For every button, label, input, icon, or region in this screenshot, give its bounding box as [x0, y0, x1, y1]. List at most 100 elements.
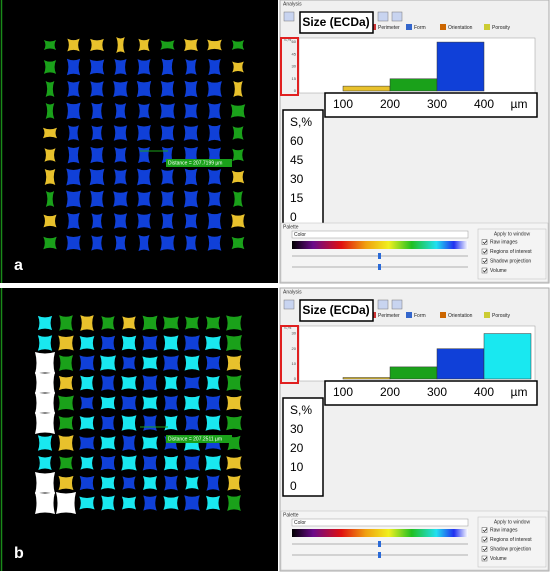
- check-mark: [482, 556, 488, 561]
- particle: [231, 214, 245, 228]
- particle: [163, 316, 179, 330]
- particle: [163, 335, 179, 351]
- checkbox[interactable]: [481, 239, 488, 245]
- particle: [160, 80, 175, 98]
- mode-dropdown: [291, 230, 469, 239]
- y-tick-label: 0: [290, 479, 297, 493]
- particle: [79, 436, 95, 450]
- mode-dropdown: [291, 518, 469, 527]
- particle: [80, 456, 94, 470]
- checkbox[interactable]: [481, 536, 488, 543]
- particle: [205, 455, 221, 471]
- checkbox[interactable]: [481, 258, 488, 264]
- histogram-bar: [389, 366, 438, 380]
- x-tick-label: 100: [333, 385, 353, 399]
- slider-thumb[interactable]: [378, 253, 381, 259]
- particle: [160, 235, 175, 251]
- y-callout-box: [282, 397, 324, 497]
- particle: [205, 395, 221, 411]
- particle: [100, 335, 116, 351]
- particle: [183, 190, 199, 208]
- slider-thumb[interactable]: [378, 541, 381, 547]
- analysis-window: Analysis Perimeter Form Orientation Porosity…: [279, 287, 550, 572]
- check-mark: [482, 259, 488, 264]
- particle: [90, 190, 104, 208]
- particle: [122, 356, 136, 370]
- check-mark: [482, 528, 488, 533]
- check-mark: [482, 240, 488, 245]
- particle: [56, 492, 76, 514]
- particle: [208, 102, 221, 120]
- checkbox-label: Raw images: [490, 239, 518, 245]
- particle: [185, 316, 199, 330]
- particle: [91, 235, 103, 251]
- particle: [37, 335, 53, 351]
- histogram-bar: [436, 348, 485, 380]
- particle: [100, 355, 116, 371]
- particle: [161, 169, 174, 185]
- checkbox[interactable]: [481, 267, 488, 274]
- panel: Distance = 207.7199 µm a Analysis Perimeter…: [0, 0, 550, 284]
- slider-thumb[interactable]: [378, 552, 381, 558]
- particle: [184, 455, 200, 471]
- distance-label: Distance = 207.7199 µm: [168, 160, 222, 166]
- particle: [116, 37, 125, 53]
- particle: [142, 356, 158, 370]
- particle: [137, 168, 151, 186]
- tab-icon: [440, 24, 446, 30]
- particle: [79, 355, 95, 371]
- y-tick-label: 60: [290, 134, 304, 148]
- y-unit: S,%: [290, 403, 312, 417]
- checkbox-label: Shadow projection: [490, 258, 531, 264]
- size-callout: Size (ECDa): [302, 15, 369, 29]
- tab-icon: [406, 24, 412, 30]
- particle: [58, 416, 74, 430]
- mode-label: Color: [294, 232, 306, 238]
- particle: [226, 355, 242, 371]
- particle: [80, 315, 94, 331]
- particle: [164, 415, 178, 431]
- particle-image: Distance = 207.7199 µm a: [0, 0, 278, 283]
- x-tick-label: 200: [380, 97, 400, 111]
- toolbar-icon: [283, 11, 295, 22]
- particle: [137, 59, 151, 75]
- y-tick-label: 15: [290, 191, 304, 205]
- particle: [79, 496, 95, 510]
- particle: [67, 38, 80, 52]
- x-callout-box: [324, 380, 538, 406]
- particle: [90, 38, 104, 52]
- particle: [137, 191, 151, 207]
- checkbox-label: Raw images: [490, 527, 518, 533]
- tab-label: Perimeter: [378, 313, 400, 319]
- particle: [80, 396, 94, 410]
- slider-thumb[interactable]: [378, 264, 381, 270]
- particle: [163, 355, 179, 371]
- checkbox[interactable]: [481, 555, 488, 562]
- particle: [142, 315, 158, 331]
- checkbox[interactable]: [481, 248, 488, 255]
- particle: [66, 190, 81, 208]
- tab-label: Orientation: [448, 25, 473, 31]
- particle: [226, 335, 242, 351]
- particle: [142, 475, 158, 491]
- histogram-bar: [436, 41, 485, 92]
- particle: [138, 38, 150, 52]
- checkbox[interactable]: [481, 527, 488, 533]
- particle: [208, 58, 221, 76]
- particle: [160, 40, 175, 50]
- particle: [79, 475, 95, 491]
- distance-label: Distance = 207.2511 µm: [168, 436, 222, 442]
- particle: [184, 335, 200, 351]
- particle: [136, 80, 152, 98]
- axis-highlight: [280, 325, 299, 384]
- apply-group: [477, 228, 547, 280]
- analysis-window: Analysis Perimeter Form Orientation Porosity…: [279, 0, 550, 284]
- check-mark: [482, 249, 488, 254]
- y-tick-label-small: 15: [292, 76, 297, 81]
- particle: [208, 191, 221, 207]
- apply-title: Apply to window: [494, 231, 531, 237]
- particle: [44, 169, 56, 185]
- particle: [142, 375, 158, 391]
- particle: [207, 81, 222, 97]
- checkbox[interactable]: [481, 546, 488, 552]
